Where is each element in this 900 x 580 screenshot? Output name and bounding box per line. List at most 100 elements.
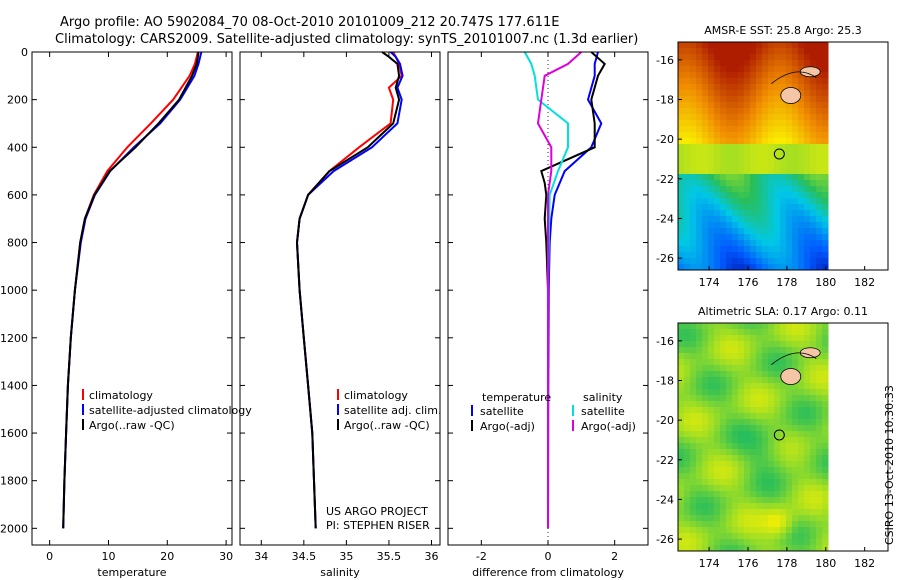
heatmap-cell [822, 455, 829, 462]
heatmap-cell [786, 222, 793, 229]
heatmap-cell [786, 455, 793, 462]
heatmap-cell [774, 515, 781, 522]
heatmap-cell [750, 323, 757, 330]
heatmap-cell [744, 449, 751, 456]
heatmap-cell [750, 515, 757, 522]
heatmap-cell [726, 102, 733, 109]
heatmap-cell [732, 168, 739, 175]
heatmap-cell [756, 240, 763, 247]
heatmap-cell [756, 449, 763, 456]
heatmap-cell [744, 258, 751, 265]
heatmap-cell [798, 198, 805, 205]
heatmap-cell [738, 413, 745, 420]
heatmap-cell [768, 509, 775, 516]
heatmap-cell [768, 497, 775, 504]
heatmap-cell [822, 443, 829, 450]
heatmap-cell [768, 132, 775, 139]
heatmap-cell [816, 407, 823, 414]
heatmap-cell [714, 521, 721, 528]
heatmap-cell [762, 168, 769, 175]
heatmap-cell [720, 60, 727, 67]
y-tick-label-temperature: 1200 [0, 332, 28, 345]
heatmap-cell [738, 162, 745, 169]
heatmap-cell [762, 467, 769, 474]
heatmap-cell [732, 246, 739, 253]
heatmap-cell [810, 359, 817, 366]
heatmap-cell [708, 120, 715, 127]
heatmap-cell [708, 377, 715, 384]
heatmap-cell [732, 473, 739, 480]
heatmap-cell [684, 264, 691, 271]
heatmap-cell [792, 329, 799, 336]
heatmap-cell [822, 216, 829, 223]
heatmap-cell [696, 216, 703, 223]
heatmap-cell [738, 168, 745, 175]
heatmap-cell [738, 186, 745, 193]
heatmap-cell [774, 234, 781, 241]
heatmap-cell [696, 168, 703, 175]
heatmap-cell [696, 335, 703, 342]
heatmap-cell [678, 509, 685, 516]
heatmap-cell [792, 198, 799, 205]
heatmap-cell [696, 359, 703, 366]
heatmap-cell [720, 455, 727, 462]
heatmap-cell [732, 425, 739, 432]
heatmap-cell [702, 144, 709, 151]
heatmap-cell [804, 78, 811, 85]
heatmap-cell [780, 443, 787, 450]
heatmap-cell [678, 162, 685, 169]
heatmap-cell [750, 90, 757, 97]
series-line-temperature-2 [62, 51, 200, 529]
heatmap-cell [720, 347, 727, 354]
heatmap-cell [690, 455, 697, 462]
heatmap-cell [702, 485, 709, 492]
heatmap-cell [804, 240, 811, 247]
heatmap-cell [762, 216, 769, 223]
heatmap-cell [696, 509, 703, 516]
heatmap-cell [726, 252, 733, 259]
heatmap-cell [822, 168, 829, 175]
heatmap-cell [738, 527, 745, 534]
heatmap-cell [810, 335, 817, 342]
heatmap-cell [702, 407, 709, 414]
heatmap-cell [678, 329, 685, 336]
heatmap-cell [714, 78, 721, 85]
heatmap-cell [720, 114, 727, 121]
heatmap-cell [798, 168, 805, 175]
map-title-sla: Altimetric SLA: 0.17 Argo: 0.11 [698, 305, 868, 318]
heatmap-cell [696, 222, 703, 229]
heatmap-cell [690, 407, 697, 414]
heatmap-cell [690, 102, 697, 109]
heatmap-cell [810, 96, 817, 103]
heatmap-cell [726, 84, 733, 91]
heatmap-cell [678, 485, 685, 492]
heatmap-cell [816, 186, 823, 193]
heatmap-cell [798, 60, 805, 67]
heatmap-cell [804, 527, 811, 534]
heatmap-cell [756, 168, 763, 175]
heatmap-cell [810, 449, 817, 456]
heatmap-cell [780, 413, 787, 420]
heatmap-cell [690, 473, 697, 480]
heatmap-cell [684, 545, 691, 552]
legend-heading-difference: temperature [482, 391, 551, 404]
heatmap-cell [678, 455, 685, 462]
heatmap-cell [756, 42, 763, 49]
heatmap-cell [762, 234, 769, 241]
heatmap-cell [822, 371, 829, 378]
heatmap-cell [798, 186, 805, 193]
heatmap-cell [768, 449, 775, 456]
heatmap-cell [678, 425, 685, 432]
heatmap-cell [804, 198, 811, 205]
heatmap-cell [708, 108, 715, 115]
heatmap-cell [708, 353, 715, 360]
heatmap-cell [768, 60, 775, 67]
heatmap-cell [678, 144, 685, 151]
heatmap-cell [696, 228, 703, 235]
heatmap-cell [786, 527, 793, 534]
heatmap-cell [816, 377, 823, 384]
heatmap-cell [690, 180, 697, 187]
heatmap-cell [678, 359, 685, 366]
legend-label-difference: Argo(-adj) [480, 420, 535, 433]
heatmap-cell [732, 485, 739, 492]
